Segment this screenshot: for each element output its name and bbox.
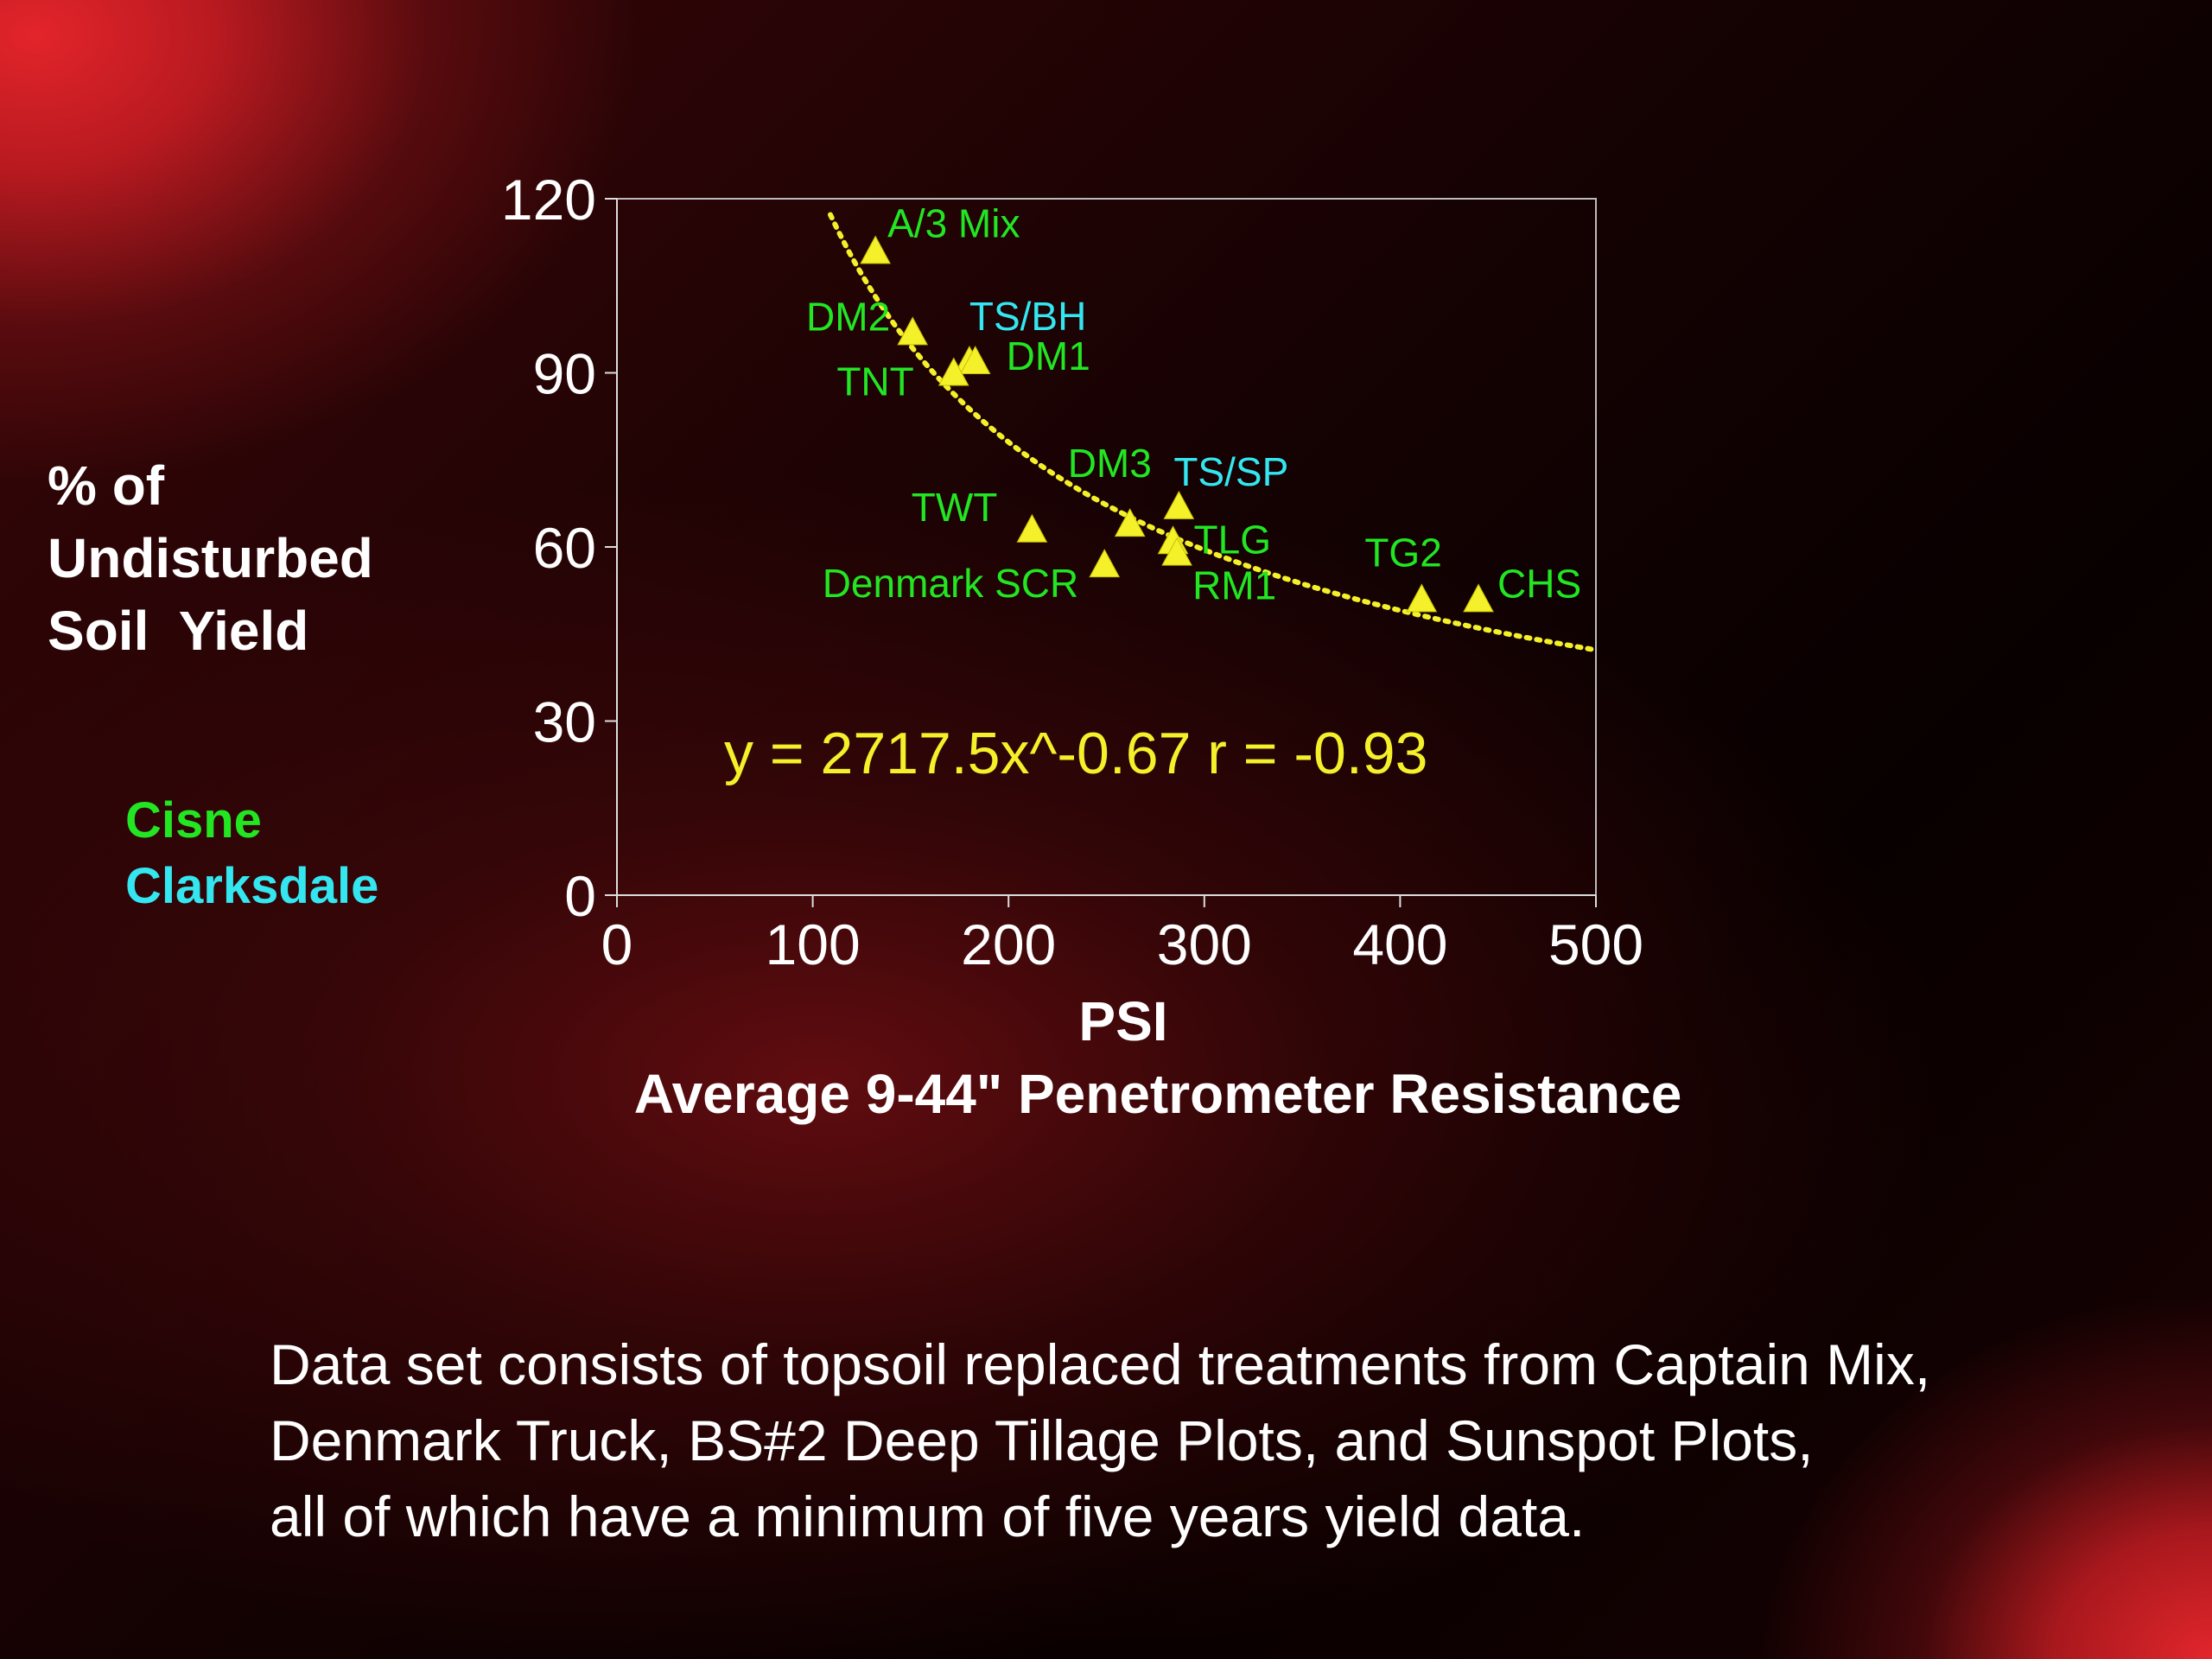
x-tick-label: 300: [1157, 912, 1252, 976]
y-tick-label: 120: [501, 168, 596, 232]
data-point-marker: [1089, 549, 1121, 578]
data-point-marker: [1463, 583, 1494, 613]
x-axis-label-title: Average 9-44" Penetrometer Resistance: [633, 1063, 1682, 1125]
data-point-label: TLG: [1194, 517, 1271, 562]
y-axis-label: % of Undisturbed Soil Yield: [48, 449, 373, 667]
y-axis-label-line: Undisturbed: [48, 527, 373, 589]
x-axis-label-unit: PSI: [1078, 990, 1168, 1052]
caption-line: Data set consists of topsoil replaced tr…: [270, 1332, 1931, 1396]
data-point-marker: [860, 235, 891, 264]
data-point-marker: [938, 357, 969, 386]
data-point-marker: [1114, 508, 1146, 537]
data-point-marker: [1016, 513, 1048, 543]
data-point-marker: [1406, 583, 1438, 613]
data-point-label: TS/BH: [969, 294, 1086, 339]
data-point-label: Denmark SCR: [823, 561, 1079, 606]
plot-area-frame: [616, 198, 1597, 896]
legend: Cisne Clarksdale: [125, 788, 378, 919]
data-point-marker: [959, 346, 991, 375]
y-tick-label: 30: [533, 690, 596, 754]
data-point-label: TNT: [836, 359, 913, 404]
x-tick-label: 400: [1352, 912, 1447, 976]
legend-item-cisne: Cisne: [125, 792, 262, 849]
trendline: [828, 212, 1599, 653]
data-point-label: DM1: [1007, 334, 1090, 378]
marker-group: [860, 235, 1494, 613]
x-tick-label: 100: [766, 912, 861, 976]
x-tick-label: 500: [1548, 912, 1643, 976]
data-point-label: TS/SP: [1173, 449, 1288, 494]
data-point-label: CHS: [1497, 561, 1581, 606]
data-point-label: TG2: [1364, 530, 1441, 575]
data-point-label: DM2: [806, 294, 890, 339]
y-tick-label: 60: [533, 516, 596, 580]
caption-line: all of which have a minimum of five year…: [270, 1484, 1586, 1548]
trendline-equation: y = 2717.5x^-0.67 r = -0.93: [724, 721, 1427, 786]
y-axis-label-line: % of: [48, 454, 165, 517]
data-point-label: TWT: [912, 485, 998, 530]
data-point-marker: [1163, 490, 1195, 519]
data-point-label: DM3: [1068, 441, 1152, 486]
y-tick-label: 0: [564, 864, 596, 928]
caption: Data set consists of topsoil replaced tr…: [270, 1326, 2188, 1554]
x-tick-label: 200: [961, 912, 1056, 976]
data-point-marker: [897, 316, 929, 346]
data-point-label: RM1: [1192, 563, 1276, 608]
x-tick-label: 0: [601, 912, 633, 976]
data-point-label: A/3 Mix: [887, 200, 1020, 245]
data-point-marker: [1161, 537, 1192, 566]
legend-item-clarksdale: Clarksdale: [125, 858, 379, 914]
x-axis-label: PSI Average 9-44" Penetrometer Resistanc…: [536, 985, 1780, 1130]
x-tick-group: 0 100 200 300 400 500: [601, 895, 1643, 976]
caption-line: Denmark Truck, BS#2 Deep Tillage Plots, …: [270, 1408, 1814, 1472]
y-tick-group: 0 30 60 90 120: [501, 168, 617, 928]
y-axis-label-line: Soil Yield: [48, 600, 309, 662]
y-tick-label: 90: [533, 342, 596, 406]
